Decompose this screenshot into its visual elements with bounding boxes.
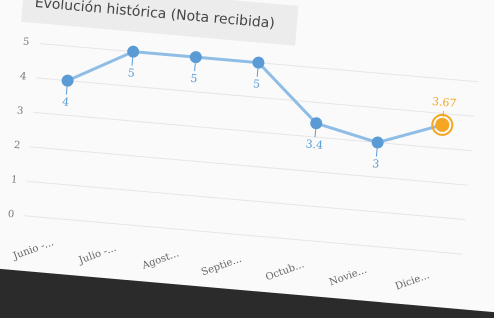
value-label: 3.4 [305,137,324,151]
page: Evolución histórica (Nota recibida) 0123… [0,0,494,318]
value-label: 3 [372,157,380,171]
panel-bg [0,0,494,314]
y-tick-label: 0 [7,209,14,221]
label-tick [132,58,133,66]
y-tick-label: 2 [13,140,20,152]
label-tick [195,63,196,71]
label-tick [315,129,316,137]
value-label: 5 [253,77,261,91]
label-tick [66,87,67,95]
panel: Evolución histórica (Nota recibida) 0123… [0,0,494,314]
label-tick [376,149,377,157]
value-label: 5 [190,72,198,86]
y-tick-label: 1 [10,174,17,186]
y-tick-label: 5 [22,37,29,49]
value-label: 4 [62,95,70,109]
value-label: 3.67 [431,95,457,110]
value-label: 5 [127,66,135,80]
chart: Evolución histórica (Nota recibida) 0123… [0,0,494,318]
y-tick-label: 4 [19,71,26,83]
y-tick-label: 3 [16,105,23,117]
label-tick [257,69,258,77]
